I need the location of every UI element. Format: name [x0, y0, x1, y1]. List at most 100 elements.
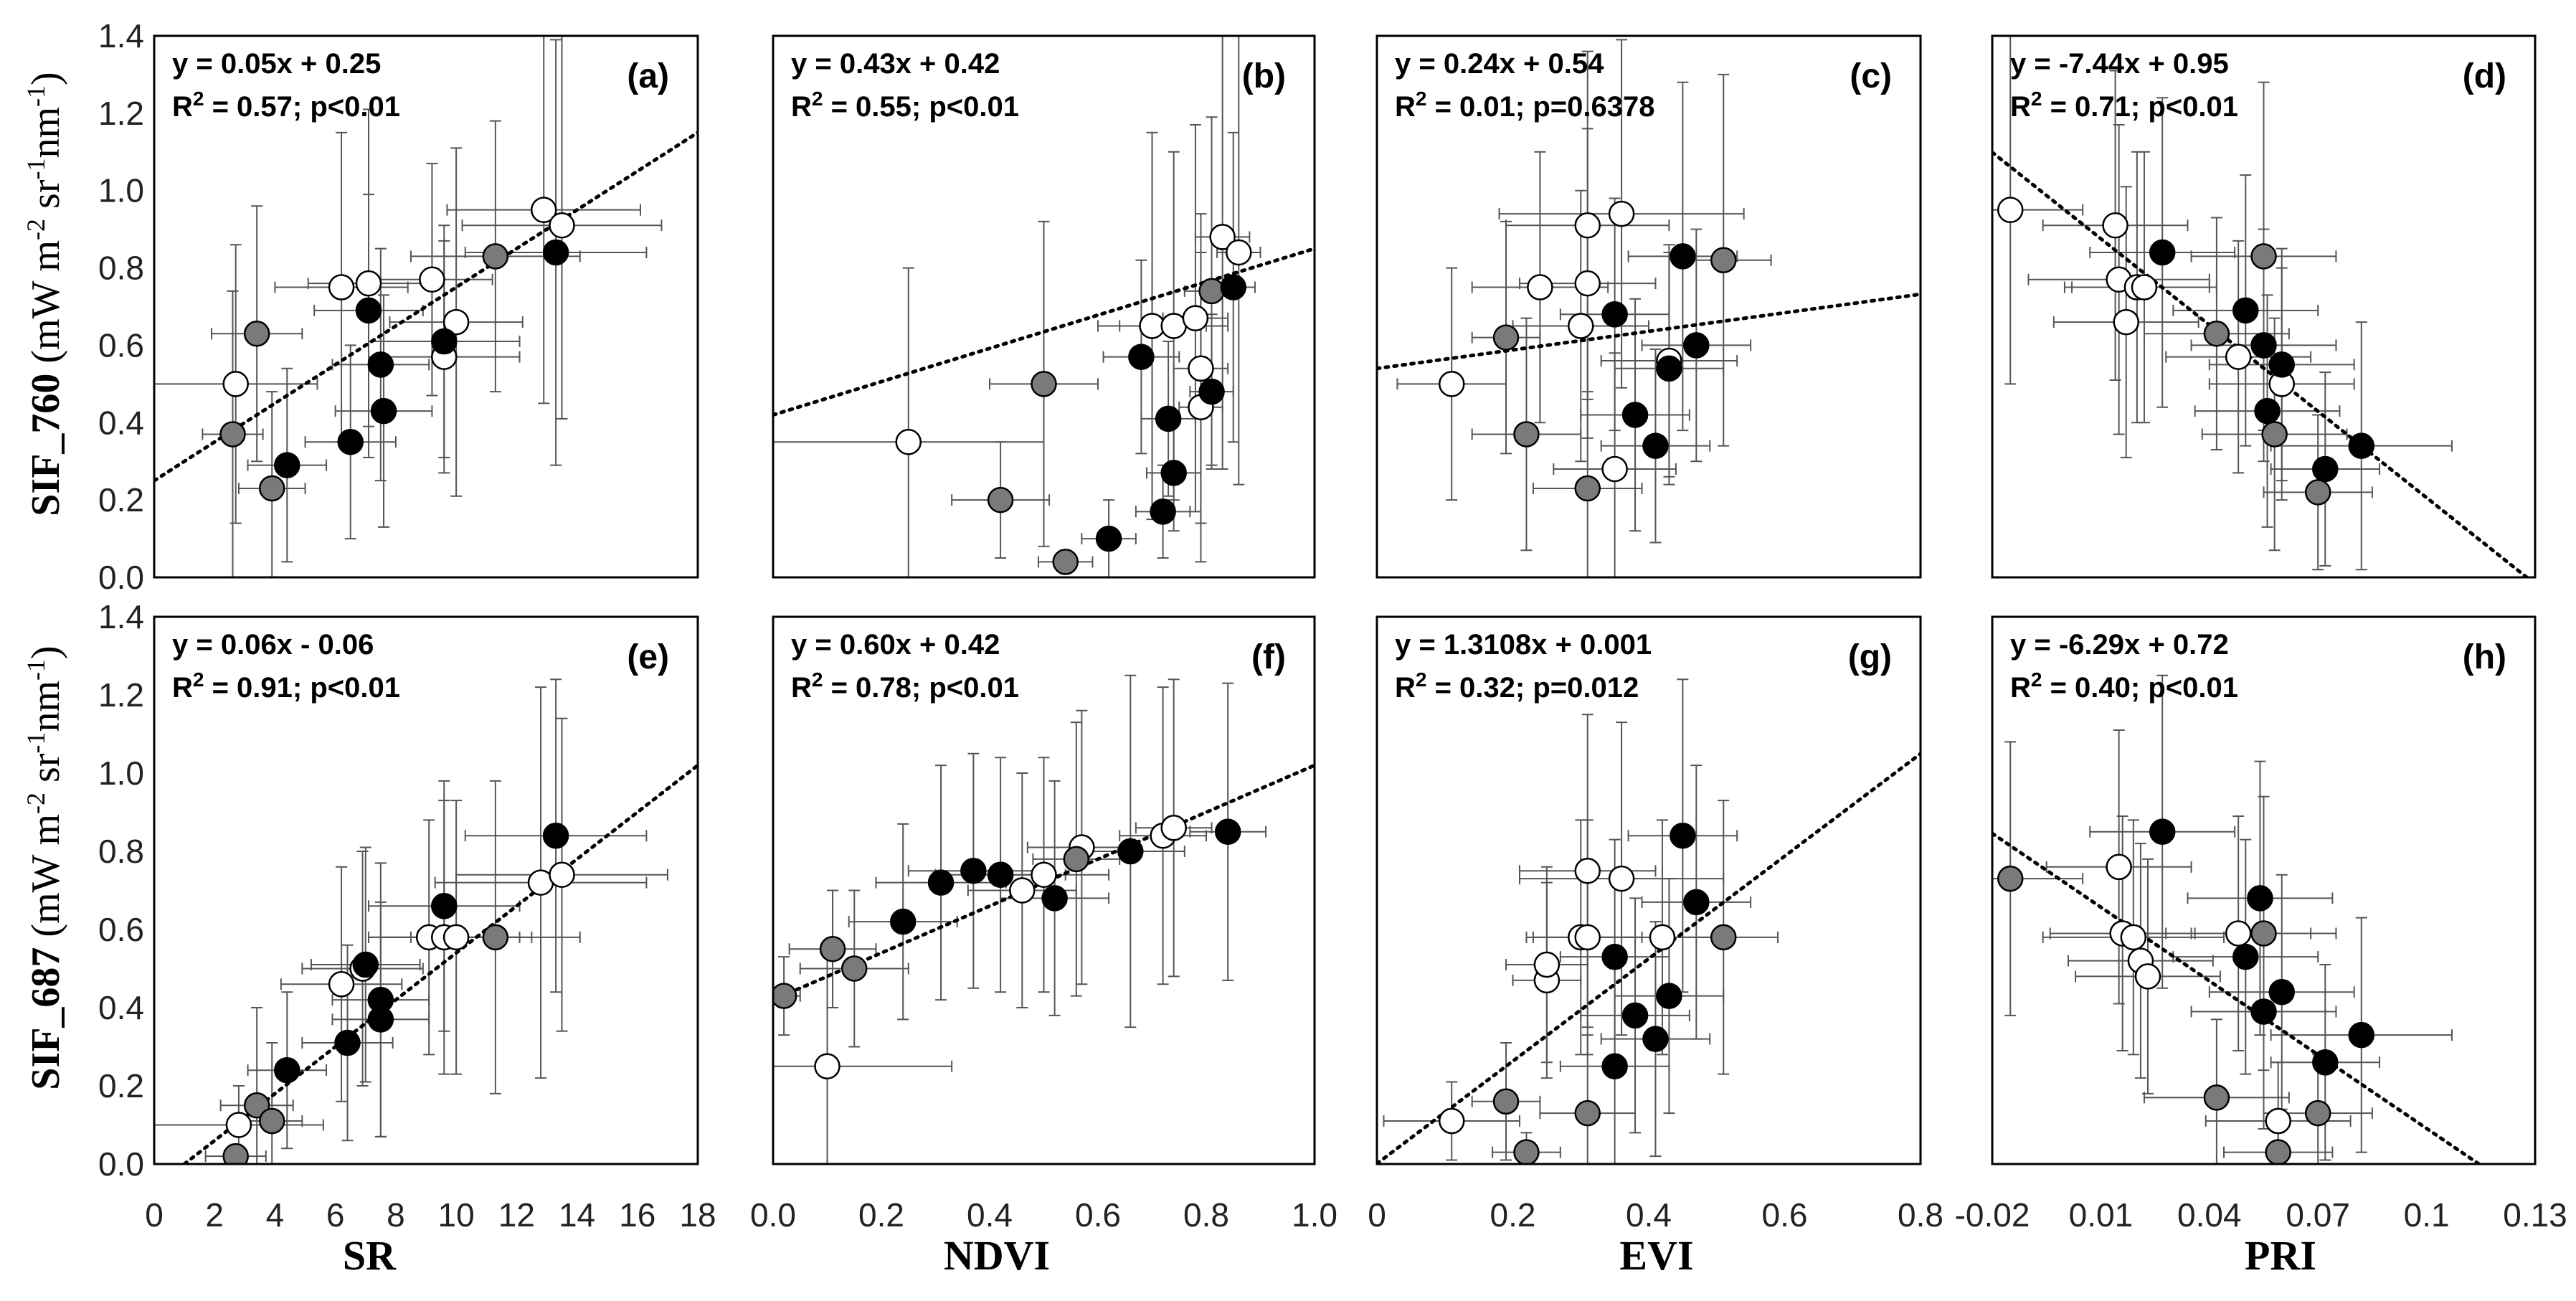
- data-point-black: [1150, 498, 1176, 525]
- panel-g: 0 0.2 0.4 0.6 0.8 y = 1.3108x + 0.001 R2 = 0.3…: [1368, 615, 1943, 1234]
- x-tick-label: 0.4: [1626, 1196, 1672, 1234]
- panel-a: 0.0 0.2 0.4 0.6 0.8 1.0 1.2 1.4 y = 0.05x + 0.25…: [98, 17, 699, 596]
- data-point-black: [431, 328, 458, 355]
- panel-label: (f): [1251, 638, 1286, 676]
- data-point-white: [1568, 313, 1594, 339]
- data-point-black: [542, 822, 569, 849]
- data-point-black: [370, 397, 397, 425]
- data-point-gray: [2261, 421, 2288, 448]
- data-point-black: [2348, 1021, 2375, 1049]
- data-point-black: [1198, 378, 1225, 405]
- regression-equation: y = 0.24x + 0.54: [1395, 48, 1604, 80]
- data-point-black: [431, 893, 458, 919]
- r-squared-label: R2 = 0.55; p<0.01: [791, 87, 1019, 123]
- data-point-black: [367, 351, 394, 378]
- x-tick-label: 0.6: [1762, 1196, 1808, 1234]
- trend-line: [1377, 752, 1921, 1164]
- y-tick-label: 0.8: [98, 833, 144, 870]
- data-point-black: [355, 297, 382, 324]
- y-tick-label: 0.0: [98, 559, 144, 596]
- x-axis-label-pri: PRI: [2245, 1232, 2316, 1279]
- regression-equation: y = 1.3108x + 0.001: [1395, 629, 1652, 661]
- data-point-black: [2348, 432, 2375, 459]
- panel-frame: [1375, 615, 1922, 1165]
- x-tick-label: 0.2: [858, 1196, 904, 1234]
- data-point-white: [222, 371, 249, 397]
- y-tick-label: 0.4: [98, 989, 144, 1026]
- data-point-black: [2312, 455, 2339, 483]
- data-point-gray: [482, 924, 509, 951]
- data-point-gray: [258, 475, 285, 502]
- panel-plot-area: [1377, 678, 1921, 1164]
- data-point-gray: [482, 243, 509, 270]
- data-point-white: [2102, 212, 2128, 239]
- data-point-gray: [1492, 324, 1520, 351]
- data-point-black: [1621, 402, 1649, 428]
- data-point-black: [2268, 978, 2295, 1006]
- r-squared-r: R: [2010, 91, 2031, 123]
- regression-equation: y = 0.60x + 0.42: [791, 629, 1000, 661]
- x-tick-label: 0.04: [2177, 1196, 2242, 1234]
- r-squared-exponent: 2: [193, 668, 204, 691]
- data-point-black: [2232, 943, 2259, 970]
- data-point-black: [1642, 1026, 1669, 1052]
- data-point-black: [2149, 818, 2176, 845]
- data-point-black: [1656, 355, 1682, 382]
- data-point-white: [2225, 920, 2252, 947]
- data-point-black: [1214, 818, 1241, 845]
- data-point-gray: [2203, 321, 2230, 347]
- r-squared-label: R2 = 0.32; p=0.012: [1395, 668, 1639, 704]
- data-point-white: [225, 1112, 252, 1138]
- x-tick-label: 0: [1368, 1196, 1386, 1234]
- data-point-gray: [2250, 920, 2277, 947]
- data-point-white: [1533, 951, 1561, 978]
- data-point-white: [2134, 963, 2161, 990]
- r-squared-exponent: 2: [1416, 87, 1427, 110]
- data-point-gray: [1710, 924, 1737, 951]
- r-squared-exponent: 2: [1416, 668, 1427, 691]
- data-point-black: [1601, 301, 1628, 328]
- data-point-white: [2113, 308, 2139, 336]
- y-tick-label: 0.2: [98, 481, 144, 519]
- data-point-white: [2120, 924, 2147, 951]
- data-point-gray: [2265, 1139, 2291, 1164]
- panel-plot-area: [1992, 674, 2481, 1164]
- regression-equation: y = 0.43x + 0.42: [791, 48, 1000, 80]
- y-tick-label: 0.0: [98, 1145, 144, 1183]
- data-point-white: [442, 308, 470, 336]
- r-squared-exponent: 2: [193, 87, 204, 110]
- trend-line: [1992, 150, 2529, 577]
- data-point-white: [1160, 313, 1187, 339]
- x-tick-label: 0.1: [2404, 1196, 2450, 1234]
- data-point-white: [1438, 1107, 1465, 1135]
- data-point-black: [2312, 1049, 2339, 1076]
- data-point-gray: [2250, 243, 2277, 270]
- data-point-black: [1220, 274, 1246, 301]
- data-point-gray: [1052, 549, 1079, 575]
- x-tick-label: 0: [145, 1196, 164, 1234]
- x-tick-label: 0.8: [1183, 1196, 1229, 1234]
- data-point-black: [274, 1056, 300, 1084]
- r-squared-value: = 0.32; p=0.012: [1426, 672, 1639, 704]
- data-point-white: [2225, 344, 2252, 370]
- panel-plot-area: [154, 36, 698, 577]
- data-point-white: [1188, 355, 1214, 382]
- data-point-black: [2250, 998, 2277, 1025]
- data-point-black: [1621, 1002, 1649, 1029]
- trend-line: [182, 763, 698, 1164]
- y-tick-label: 1.0: [98, 172, 144, 209]
- y-tick-label: 0.4: [98, 404, 144, 441]
- r-squared-label: R2 = 0.78; p<0.01: [791, 668, 1019, 704]
- panel-plot-area: [1992, 36, 2529, 577]
- data-point-white: [328, 971, 355, 998]
- data-point-gray: [841, 955, 868, 982]
- panel-f: 0.0 0.2 0.4 0.6 0.8 1.0 y = 0.60x + 0.42 R2 = 0…: [750, 615, 1337, 1234]
- data-point-white: [1182, 305, 1209, 331]
- data-point-white: [1031, 861, 1057, 888]
- x-tick-label: 0.13: [2503, 1196, 2567, 1234]
- panel-plot-area: [773, 36, 1315, 577]
- x-tick-label: 1.0: [1292, 1196, 1337, 1234]
- data-point-white: [1574, 270, 1601, 297]
- data-point-white: [2265, 1107, 2291, 1135]
